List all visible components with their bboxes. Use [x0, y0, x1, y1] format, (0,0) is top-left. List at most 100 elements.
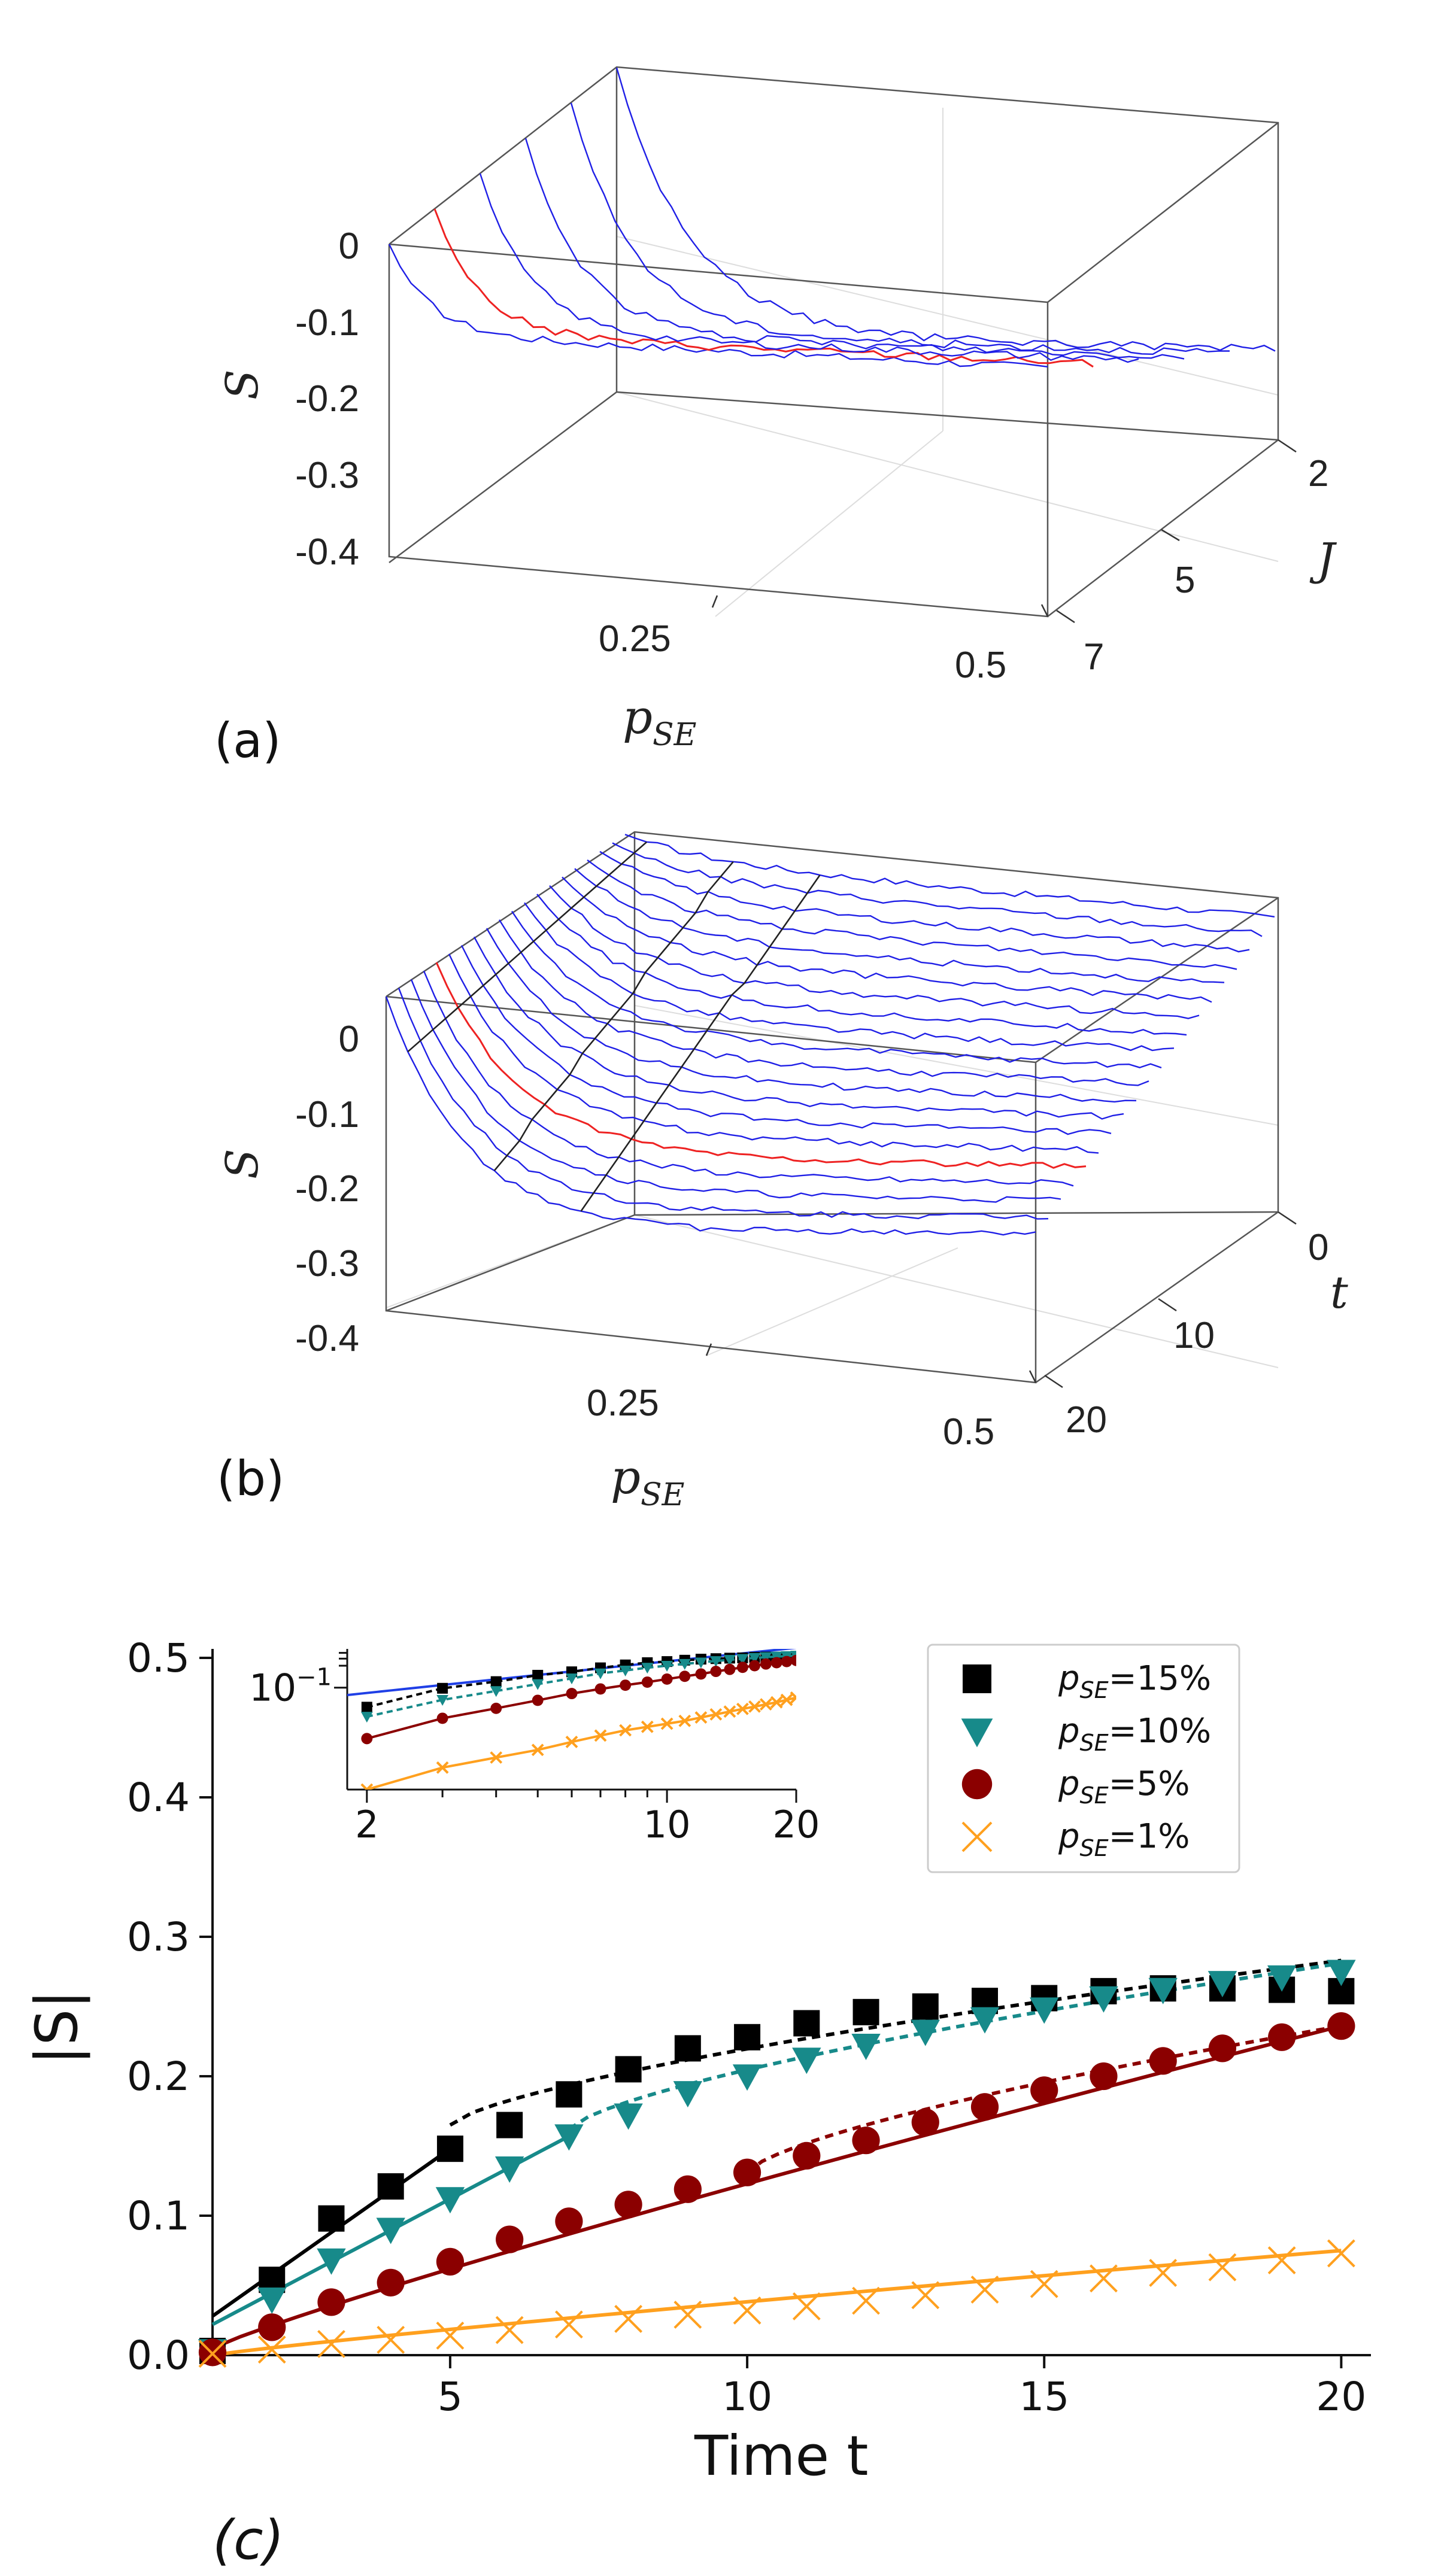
data-point [792, 2048, 821, 2074]
data-point [436, 2135, 463, 2162]
panel-b-x-tick: 0.5 [943, 1411, 994, 1453]
legend-label-sub: SE [1080, 1782, 1109, 1809]
data-point [911, 2108, 939, 2136]
inset-data-point [619, 1665, 632, 1676]
legend-label-sub: SE [1080, 1730, 1109, 1756]
data-point [1090, 2062, 1118, 2091]
panel-b-z-tick: -0.3 [295, 1243, 359, 1284]
legend-label: pSE=10% [1058, 1712, 1211, 1756]
inset-data-point [694, 1711, 708, 1724]
inset-data-point [780, 1693, 793, 1706]
inset-x-tick-label: 2 [355, 1803, 378, 1846]
data-point [673, 2175, 702, 2203]
data-point [376, 2217, 405, 2244]
panel-a-label: (a) [214, 713, 281, 768]
panel-c-axes [199, 1649, 1371, 2368]
legend-marker [961, 1769, 993, 1800]
data-point [1327, 1960, 1356, 1986]
inset-data-point [724, 1655, 736, 1666]
legend-label-value: =5% [1109, 1764, 1190, 1803]
panel-a-y-tick: 2 [1308, 453, 1328, 494]
curve [410, 979, 1061, 1203]
inset-data-point [490, 1702, 502, 1714]
inset-data-point [709, 1656, 722, 1667]
legend-label-main: p [1058, 1659, 1080, 1698]
data-point [1148, 1977, 1178, 2004]
data-point [496, 2225, 524, 2253]
panel-b-z-tick: -0.1 [295, 1094, 359, 1135]
data-point [257, 2288, 287, 2314]
inset-data-point [361, 1702, 372, 1713]
panel-c-markers [198, 1960, 1356, 2368]
data-point [1030, 1997, 1059, 2024]
data-point [377, 2325, 405, 2354]
data-point [496, 2112, 523, 2138]
data-point [554, 2124, 584, 2151]
inset-data-point [770, 1696, 783, 1709]
panel-c-fit-lines [211, 1958, 1342, 2357]
data-point [258, 2313, 286, 2341]
data-point [673, 2081, 703, 2108]
inset-data-point [437, 1682, 448, 1694]
inset-data-point [695, 1668, 707, 1680]
curve [587, 859, 1237, 970]
data-point [1208, 2034, 1237, 2062]
inset-data-point [748, 1652, 761, 1664]
panel-b-x-label: p [611, 1451, 641, 1505]
legend-label-sub: SE [1080, 1677, 1109, 1703]
panel-a-z-tick: -0.4 [295, 531, 359, 573]
data-point [614, 2191, 642, 2219]
panel-b-y-label: t [1330, 1267, 1348, 1319]
data-point [1208, 1971, 1237, 1998]
curve [599, 850, 1250, 953]
data-point [1030, 2076, 1058, 2104]
curve [448, 953, 1099, 1154]
cross-curve [580, 874, 821, 1212]
inset-x-tick-label: 10 [644, 1803, 691, 1846]
inset-data-point [566, 1673, 578, 1685]
inset-data-point [566, 1688, 578, 1700]
highlighted-curve [433, 208, 1094, 368]
inset-data-point [678, 1658, 691, 1670]
inset-data-point [760, 1658, 772, 1670]
curve [524, 138, 1185, 360]
inset-data-point [594, 1729, 607, 1742]
data-point [317, 2288, 345, 2316]
data-point [614, 2103, 643, 2130]
legend-frame [927, 1644, 1240, 1873]
data-point [970, 2007, 1000, 2034]
inset-data-point [736, 1654, 749, 1665]
inset-data-point [531, 1743, 544, 1757]
data-point [733, 2158, 761, 2186]
inset-y-tick-label: 10−1 [249, 1664, 332, 1710]
inset-data-point [661, 1660, 673, 1672]
inset-data-point [436, 1695, 449, 1706]
inset-data-point [619, 1724, 632, 1737]
panel-b-y-tick: 0 [1308, 1227, 1328, 1268]
inset-data-point [710, 1666, 722, 1678]
curve [460, 944, 1112, 1135]
curve [574, 868, 1225, 983]
legend-label-main: p [1058, 1712, 1080, 1751]
panel-b-x-tick: 0.25 [587, 1383, 659, 1424]
data-point [852, 2127, 880, 2155]
panel-a-z-tick: -0.1 [295, 302, 359, 344]
inset-data-point [490, 1676, 502, 1687]
legend-label-value: =10% [1109, 1712, 1211, 1751]
data-point [674, 2035, 701, 2062]
data-point [970, 2276, 999, 2304]
panel-c-y-label: |S| [23, 1989, 91, 2065]
panel-b: 0 -0.1 -0.2 -0.3 -0.4 0.25 0.5 0 10 20 S… [217, 831, 1348, 1513]
panel-c-label: (c) [213, 2509, 284, 2572]
inset-data-point [678, 1714, 691, 1727]
data-point [911, 2281, 940, 2310]
inset-data-point [759, 1698, 772, 1711]
inset-data-point [748, 1700, 761, 1713]
legend-label-main: p [1058, 1764, 1080, 1803]
curve [562, 876, 1212, 1003]
data-point [852, 2286, 880, 2315]
panel-a-x-label-sub: SE [653, 717, 697, 753]
data-point [852, 1998, 879, 2025]
inset-data-point [641, 1676, 653, 1688]
y-tick-label: 0.1 [127, 2193, 190, 2239]
